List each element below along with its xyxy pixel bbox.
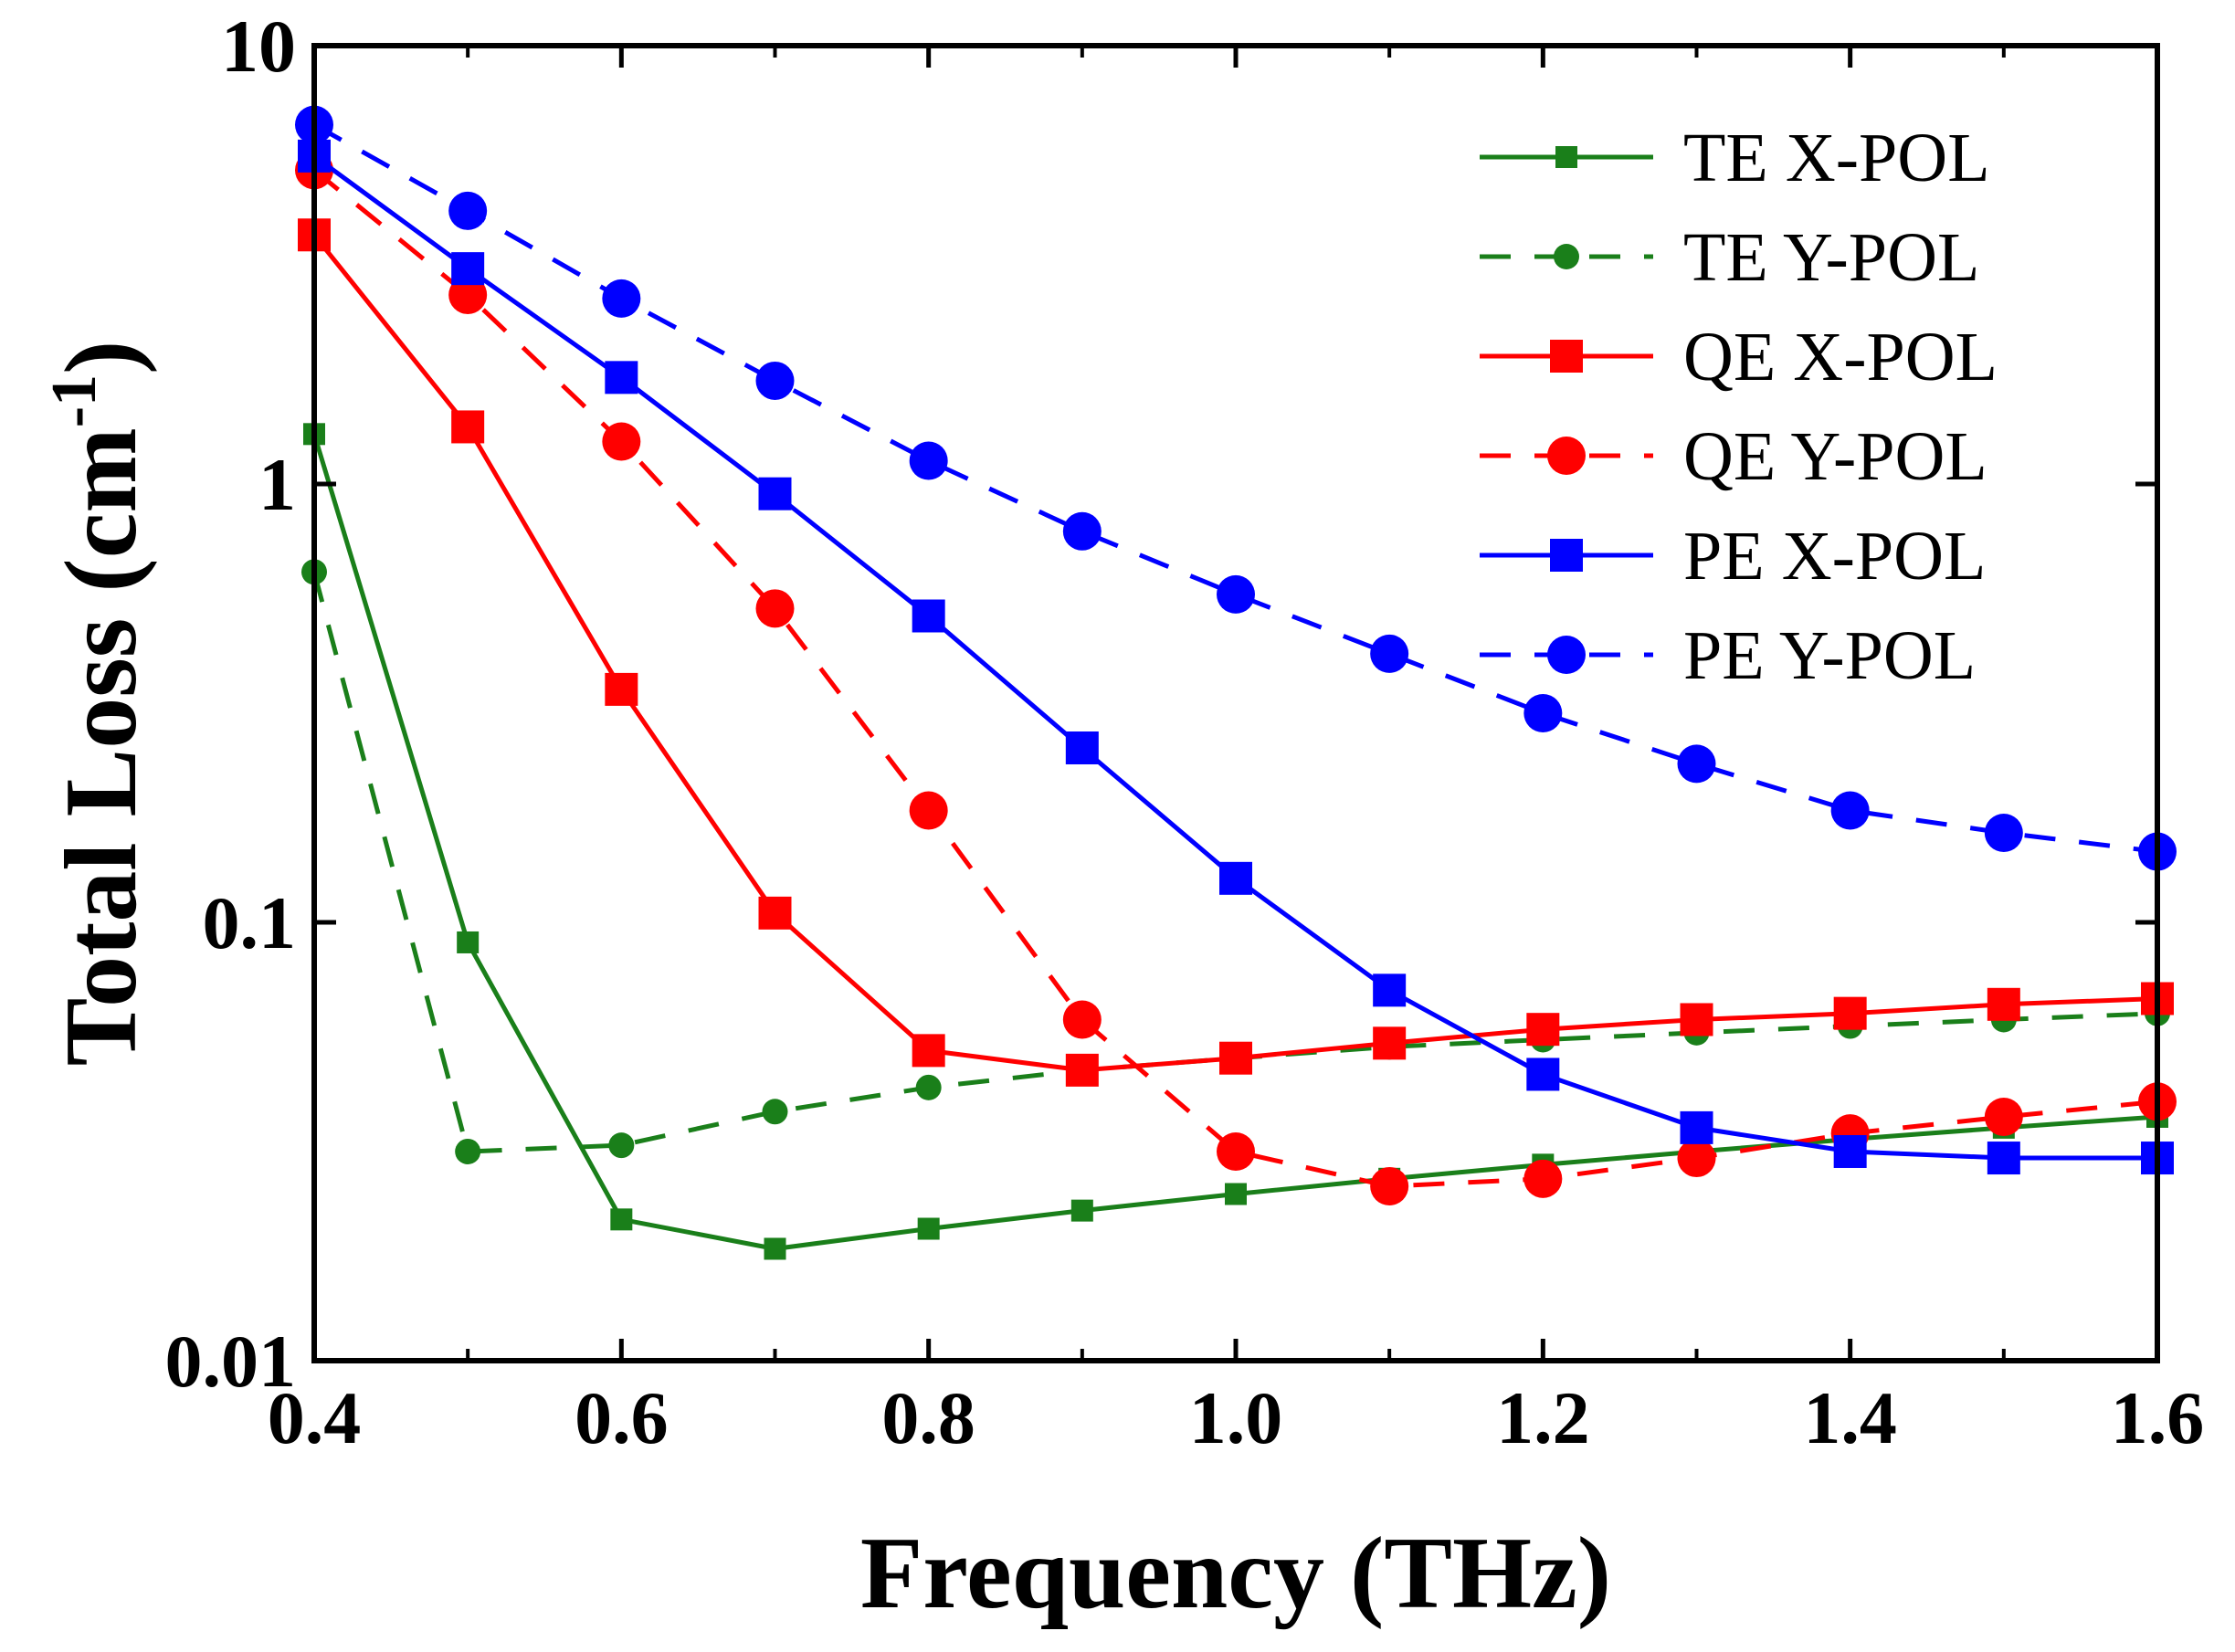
x-tick-label: 1.4 [1803,1376,1897,1459]
data-point-qe-y-pol [755,589,795,628]
data-point-qe-y-pol [1370,1166,1409,1205]
data-point-qe-y-pol [1062,1000,1102,1039]
data-point-pe-x-pol [1987,1142,2020,1175]
y-axis-title-superscript: -1 [39,374,110,427]
y-axis-title-close: ) [45,341,158,374]
legend-marker [1547,636,1586,674]
data-point-qe-x-pol [758,896,792,930]
data-point-qe-y-pol [1523,1159,1563,1198]
y-tick-label: 10 [221,5,296,88]
data-point-qe-x-pol [1065,1053,1099,1087]
data-point-pe-y-pol [1677,744,1716,784]
data-point-qe-y-pol [448,275,488,314]
legend-label: QE Y-POL [1683,418,1987,495]
data-point-te-x-pol [764,1237,786,1260]
data-point-pe-y-pol [1062,511,1102,551]
data-point-te-x-pol [457,931,480,953]
legend-label: TE Y-POL [1683,219,1979,296]
data-point-pe-y-pol [1370,634,1409,673]
legend-item-pe-y-pol: PE Y-POL [1480,617,1976,694]
data-point-pe-y-pol [755,361,795,400]
data-point-pe-x-pol [1680,1110,1713,1144]
data-point-pe-x-pol [912,599,945,633]
data-point-pe-y-pol [448,191,488,230]
data-point-pe-x-pol [1373,973,1407,1007]
legend-label: QE X-POL [1683,319,1998,395]
legend-marker [1555,146,1577,168]
legend-marker [1547,437,1586,475]
x-tick-label: 1.6 [2111,1376,2205,1459]
data-point-pe-y-pol [909,441,948,480]
data-point-qe-x-pol [1526,1013,1560,1047]
data-point-pe-y-pol [1830,791,1870,830]
data-point-qe-y-pol [1217,1131,1255,1171]
data-point-pe-x-pol [758,477,792,510]
legend-item-pe-x-pol: PE X-POL [1480,518,1986,595]
data-point-qe-y-pol [1677,1139,1716,1178]
x-tick-label: 0.6 [575,1376,669,1459]
y-axis-title-main: Total Loss (cm [45,427,158,1066]
data-point-pe-y-pol [1523,693,1563,732]
legend-item-te-x-pol: TE X-POL [1480,120,1990,196]
data-point-qe-x-pol [912,1034,945,1068]
axes-layer: 0.4 0.6 0.8 1.0 1.2 1.4 1.6 0.01 0.1 1 10 [165,5,2205,1459]
legend-marker [1550,340,1583,373]
data-point-te-x-pol [917,1217,940,1240]
data-point-qe-x-pol [1219,1041,1252,1075]
data-point-te-y-pol [762,1099,788,1125]
y-tick-label: 0.1 [203,881,297,964]
data-point-te-y-pol [608,1132,635,1159]
data-point-qe-y-pol [1984,1097,2023,1136]
legend-label: PE Y-POL [1683,617,1976,694]
data-point-qe-y-pol [602,422,641,461]
data-point-te-y-pol [455,1138,481,1164]
series-qe-x-pol [298,218,2174,1087]
legend-marker [1554,244,1579,269]
data-point-qe-x-pol [451,410,485,444]
x-tick-label: 1.0 [1189,1376,1283,1459]
x-axis-title: Frequency (THz) [860,1517,1611,1630]
data-point-pe-y-pol [1217,574,1255,614]
legend-label: PE X-POL [1683,518,1986,595]
data-point-qe-y-pol [909,791,948,830]
series-layer [295,105,2177,1260]
x-tick-label: 1.2 [1496,1376,1590,1459]
data-point-pe-x-pol [451,252,485,286]
data-point-te-x-pol [1070,1199,1093,1222]
data-point-te-x-pol [610,1208,633,1231]
data-point-pe-y-pol [1984,814,2023,853]
data-point-qe-x-pol [1680,1003,1713,1036]
data-point-pe-x-pol [1833,1134,1867,1168]
data-point-te-y-pol [915,1074,942,1100]
data-point-pe-y-pol [602,279,641,318]
data-point-pe-x-pol [605,361,638,395]
x-tick-label: 0.8 [881,1376,975,1459]
data-point-pe-x-pol [1065,731,1099,764]
data-point-pe-x-pol [1219,861,1252,895]
legend: TE X-POL TE Y-POL QE X-POL QE Y-POL PE X-POL… [1480,120,1998,694]
data-point-qe-x-pol [1373,1026,1407,1060]
legend-item-qe-y-pol: QE Y-POL [1480,418,1987,495]
y-tick-label: 1 [258,443,296,526]
series-pe-y-pol [295,105,2177,871]
x-tick-label: 0.4 [268,1376,362,1459]
data-point-pe-x-pol [1526,1057,1560,1091]
legend-item-te-y-pol: TE Y-POL [1480,219,1979,296]
data-point-te-x-pol [1225,1183,1247,1205]
data-point-qe-x-pol [1833,996,1867,1030]
y-tick-label: 0.01 [165,1320,297,1403]
legend-label: TE X-POL [1683,120,1990,196]
legend-item-qe-x-pol: QE X-POL [1480,319,1998,395]
legend-marker [1550,539,1583,572]
data-point-qe-x-pol [1987,987,2020,1021]
y-axis-title: Total Loss (cm-1) [39,341,158,1067]
data-point-qe-x-pol [605,672,638,706]
